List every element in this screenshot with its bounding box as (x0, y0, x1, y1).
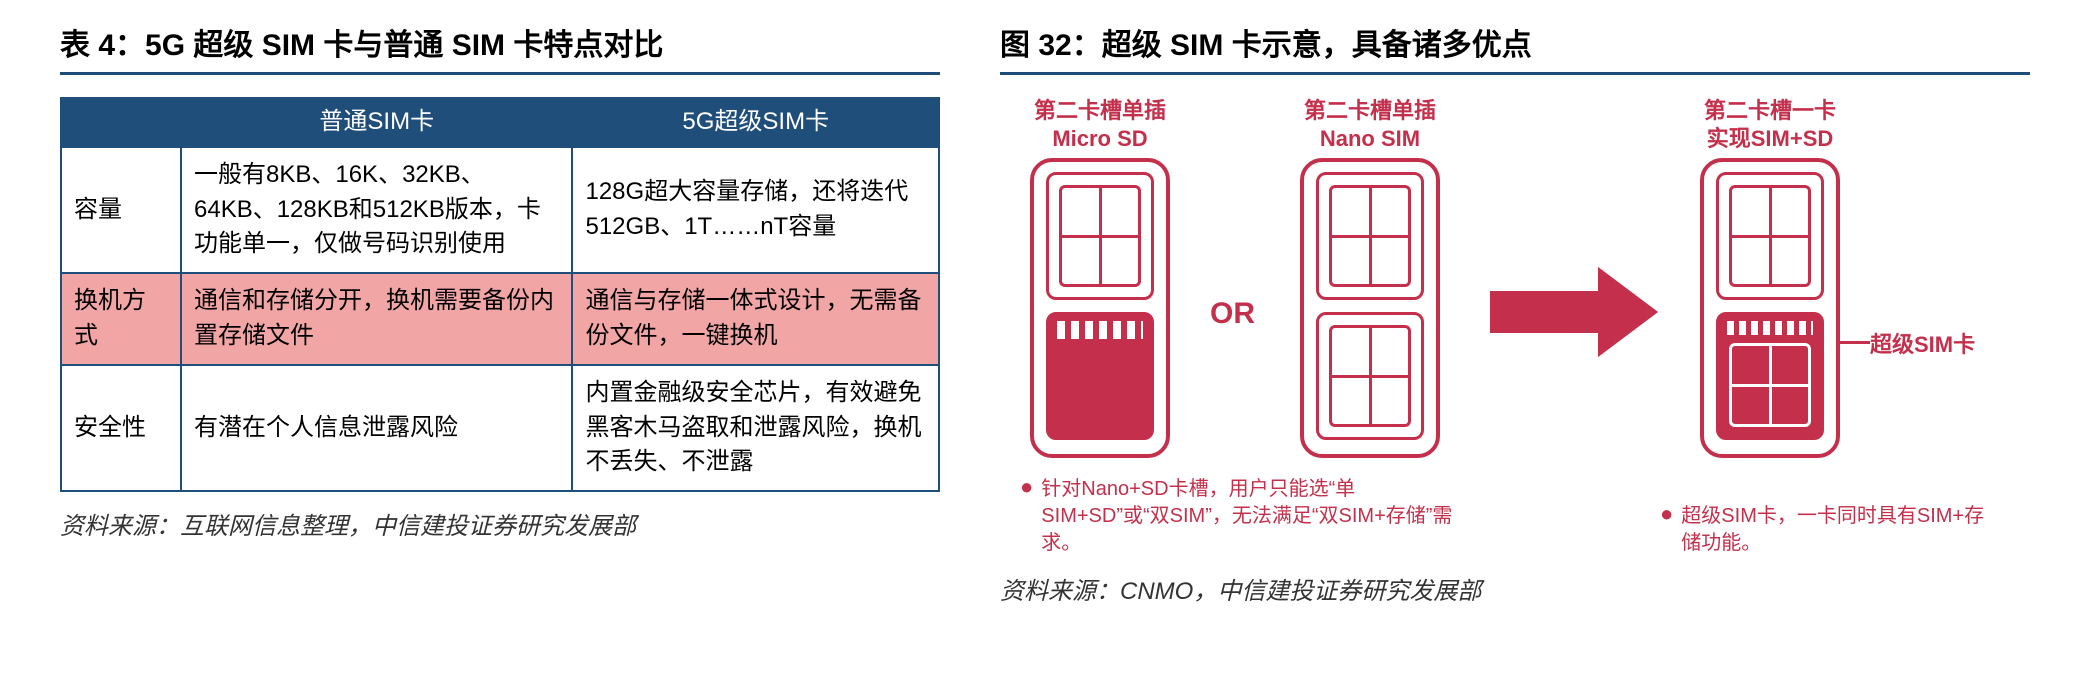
sim-slot (1316, 172, 1424, 300)
figure-title: 图 32：超级 SIM 卡示意，具备诸多优点 (1000, 20, 2030, 75)
col-normal-sim: 普通SIM卡 (181, 98, 572, 147)
super-sim-callout: 超级SIM卡 (1870, 327, 1975, 359)
left-panel: 表 4：5G 超级 SIM 卡与普通 SIM 卡特点对比 普通SIM卡 5G超级… (60, 20, 940, 654)
tray-caption: 第二卡槽单插Nano SIM (1300, 97, 1440, 152)
bullet-line: ●针对Nano+SD卡槽，用户只能选“单SIM+SD”或“双SIM”，无法满足“… (1020, 476, 1480, 557)
sim-tray-icon (1030, 158, 1170, 458)
row-label: 换机方式 (61, 273, 181, 365)
left-source: 资料来源：互联网信息整理，中信建投证券研究发展部 (60, 506, 940, 541)
right-source: 资料来源：CNMO，中信建投证券研究发展部 (1000, 571, 2030, 606)
cell-normal: 一般有8KB、16K、32KB、64KB、128KB和512KB版本，卡功能单一… (181, 147, 572, 273)
bullet-dot-icon: ● (1020, 476, 1033, 557)
bullet-dot-icon: ● (1660, 503, 1673, 557)
bullet-right: ●超级SIM卡，一卡同时具有SIM+存储功能。 (1660, 503, 2000, 557)
table-row: 换机方式通信和存储分开，换机需要备份内置存储文件通信与存储一体式设计，无需备份文… (61, 273, 939, 365)
col-super-sim: 5G超级SIM卡 (572, 98, 939, 147)
cell-normal: 通信和存储分开，换机需要备份内置存储文件 (181, 273, 572, 365)
bullet-line: ●超级SIM卡，一卡同时具有SIM+存储功能。 (1660, 503, 2000, 557)
cell-super: 内置金融级安全芯片，有效避免黑客木马盗取和泄露风险，换机不丢失、不泄露 (572, 365, 939, 491)
sim-slot (1316, 312, 1424, 440)
comparison-table: 普通SIM卡 5G超级SIM卡 容量一般有8KB、16K、32KB、64KB、1… (60, 97, 940, 492)
table-row: 容量一般有8KB、16K、32KB、64KB、128KB和512KB版本，卡功能… (61, 147, 939, 273)
table-header-row: 普通SIM卡 5G超级SIM卡 (61, 98, 939, 147)
arrow-icon (1490, 267, 1660, 357)
table-body: 容量一般有8KB、16K、32KB、64KB、128KB和512KB版本，卡功能… (61, 147, 939, 491)
sd-filled-slot (1046, 312, 1154, 440)
sim-diagram: OR 超级SIM卡 ●针对Nano+SD卡槽，用户只能选“单SIM+SD”或“双… (1000, 97, 2030, 557)
row-label: 安全性 (61, 365, 181, 491)
table-title: 表 4：5G 超级 SIM 卡与普通 SIM 卡特点对比 (60, 20, 940, 75)
tray-caption: 第二卡槽一卡实现SIM+SD (1700, 97, 1840, 152)
col-blank (61, 98, 181, 147)
tray-group: 第二卡槽一卡实现SIM+SD (1700, 97, 1840, 458)
table-row: 安全性有潜在个人信息泄露风险内置金融级安全芯片，有效避免黑客木马盗取和泄露风险，… (61, 365, 939, 491)
tray-group: 第二卡槽单插Nano SIM (1300, 97, 1440, 458)
right-panel: 图 32：超级 SIM 卡示意，具备诸多优点 OR 超级SIM卡 ●针对Nano… (1000, 20, 2030, 654)
callout-line (1840, 341, 1870, 344)
sim-tray-icon (1700, 158, 1840, 458)
cell-normal: 有潜在个人信息泄露风险 (181, 365, 572, 491)
cell-super: 通信与存储一体式设计，无需备份文件，一键换机 (572, 273, 939, 365)
bullet-text: 超级SIM卡，一卡同时具有SIM+存储功能。 (1681, 503, 2000, 557)
sim-slot (1046, 172, 1154, 300)
bullet-left: ●针对Nano+SD卡槽，用户只能选“单SIM+SD”或“双SIM”，无法满足“… (1020, 476, 1480, 557)
sim-tray-icon (1300, 158, 1440, 458)
super-filled-slot (1716, 312, 1824, 440)
row-label: 容量 (61, 147, 181, 273)
bullet-text: 针对Nano+SD卡槽，用户只能选“单SIM+SD”或“双SIM”，无法满足“双… (1041, 476, 1480, 557)
tray-group: 第二卡槽单插Micro SD (1030, 97, 1170, 458)
cell-super: 128G超大容量存储，还将迭代512GB、1T……nT容量 (572, 147, 939, 273)
or-label: OR (1210, 297, 1255, 331)
sim-slot (1716, 172, 1824, 300)
tray-caption: 第二卡槽单插Micro SD (1030, 97, 1170, 152)
